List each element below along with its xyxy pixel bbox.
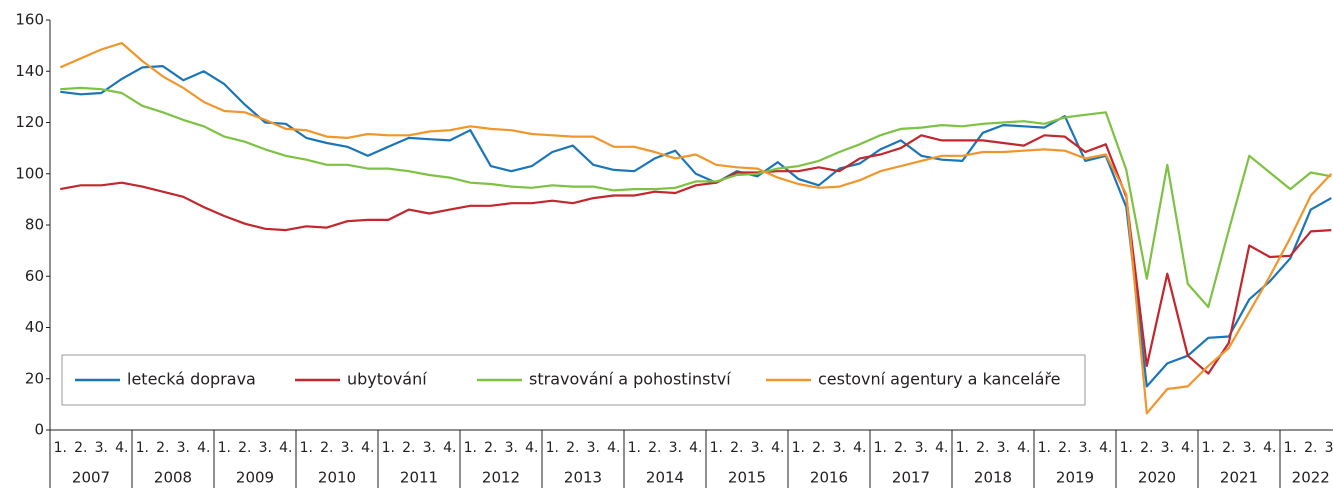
x-tick-label: 2. — [648, 440, 661, 456]
x-tick-label: 1. — [1284, 440, 1297, 456]
x-tick-label: 2. — [730, 440, 743, 456]
x-tick-label: 4. — [1181, 440, 1194, 456]
x-tick-label: 4. — [115, 440, 128, 456]
year-label: 2016 — [810, 469, 848, 487]
x-tick-label: 4. — [443, 440, 456, 456]
x-tick-label: 4. — [1099, 440, 1112, 456]
year-label: 2019 — [1056, 469, 1094, 487]
year-label: 2010 — [318, 469, 356, 487]
x-tick-label: 1. — [54, 440, 67, 456]
x-tick-label: 4. — [1263, 440, 1276, 456]
x-tick-label: 3. — [95, 440, 108, 456]
series-line — [59, 41, 1333, 415]
x-tick-label: 1. — [1202, 440, 1215, 456]
x-tick-label: 1. — [628, 440, 641, 456]
year-label: 2018 — [974, 469, 1012, 487]
x-tick-label: 3. — [1161, 440, 1174, 456]
year-label: 2008 — [154, 469, 192, 487]
x-tick-label: 3. — [833, 440, 846, 456]
y-tick-label: 40 — [25, 318, 44, 336]
x-tick-label: 3. — [669, 440, 682, 456]
x-tick-label: 2. — [320, 440, 333, 456]
legend-label: letecká doprava — [127, 370, 256, 389]
year-label: 2007 — [72, 469, 110, 487]
year-label: 2009 — [236, 469, 274, 487]
x-tick-label: 2. — [74, 440, 87, 456]
year-label: 2021 — [1220, 469, 1258, 487]
x-tick-label: 4. — [689, 440, 702, 456]
x-tick-label: 4. — [525, 440, 538, 456]
x-tick-label: 2. — [812, 440, 825, 456]
legend-label: stravování a pohostinství — [529, 370, 731, 389]
y-tick-label: 100 — [15, 164, 44, 182]
y-tick-label: 160 — [15, 11, 44, 29]
x-tick-label: 1. — [956, 440, 969, 456]
x-tick-label: 2. — [1140, 440, 1153, 456]
y-tick-label: 60 — [25, 267, 44, 285]
x-tick-label: 2. — [402, 440, 415, 456]
x-tick-label: 2. — [156, 440, 169, 456]
year-label: 2013 — [564, 469, 602, 487]
legend-label: cestovní agentury a kanceláře — [818, 370, 1060, 389]
x-tick-label: 3. — [1325, 440, 1333, 456]
x-tick-label: 4. — [607, 440, 620, 456]
x-tick-label: 2. — [566, 440, 579, 456]
x-tick-label: 3. — [751, 440, 764, 456]
y-tick-label: 140 — [15, 62, 44, 80]
x-tick-label: 2. — [238, 440, 251, 456]
year-label: 2020 — [1138, 469, 1176, 487]
x-tick-label: 1. — [792, 440, 805, 456]
legend-label: ubytování — [347, 370, 427, 389]
x-tick-label: 2. — [894, 440, 907, 456]
x-tick-label: 3. — [997, 440, 1010, 456]
x-tick-label: 3. — [915, 440, 928, 456]
x-tick-label: 2. — [484, 440, 497, 456]
x-tick-label: 3. — [259, 440, 272, 456]
x-tick-label: 1. — [300, 440, 313, 456]
y-tick-label: 120 — [15, 113, 44, 131]
x-tick-label: 3. — [1079, 440, 1092, 456]
x-tick-label: 1. — [1120, 440, 1133, 456]
y-tick-label: 80 — [25, 216, 44, 234]
x-tick-label: 2. — [1222, 440, 1235, 456]
x-tick-label: 1. — [874, 440, 887, 456]
series-line — [60, 86, 1332, 309]
x-tick-label: 1. — [136, 440, 149, 456]
x-tick-label: 1. — [710, 440, 723, 456]
x-tick-label: 3. — [505, 440, 518, 456]
x-tick-label: 1. — [464, 440, 477, 456]
x-tick-label: 1. — [382, 440, 395, 456]
x-tick-label: 4. — [361, 440, 374, 456]
x-tick-label: 3. — [587, 440, 600, 456]
x-tick-label: 4. — [771, 440, 784, 456]
x-tick-label: 1. — [546, 440, 559, 456]
x-tick-label: 4. — [279, 440, 292, 456]
y-tick-label: 0 — [34, 421, 44, 439]
x-tick-label: 4. — [1017, 440, 1030, 456]
y-tick-label: 20 — [25, 369, 44, 387]
year-label: 2011 — [400, 469, 438, 487]
x-tick-label: 2. — [1304, 440, 1317, 456]
x-tick-label: 3. — [341, 440, 354, 456]
year-label: 2014 — [646, 469, 684, 487]
x-tick-label: 2. — [1058, 440, 1071, 456]
year-label: 2017 — [892, 469, 930, 487]
x-tick-label: 1. — [218, 440, 231, 456]
legend-frame — [61, 354, 1086, 406]
x-tick-label: 4. — [853, 440, 866, 456]
x-tick-label: 1. — [1038, 440, 1051, 456]
x-tick-label: 4. — [197, 440, 210, 456]
year-label: 2015 — [728, 469, 766, 487]
x-tick-label: 2. — [976, 440, 989, 456]
year-label: 2022 — [1292, 469, 1330, 487]
x-tick-label: 3. — [423, 440, 436, 456]
x-tick-label: 3. — [1243, 440, 1256, 456]
x-tick-label: 3. — [177, 440, 190, 456]
year-label: 2012 — [482, 469, 520, 487]
x-tick-label: 4. — [935, 440, 948, 456]
